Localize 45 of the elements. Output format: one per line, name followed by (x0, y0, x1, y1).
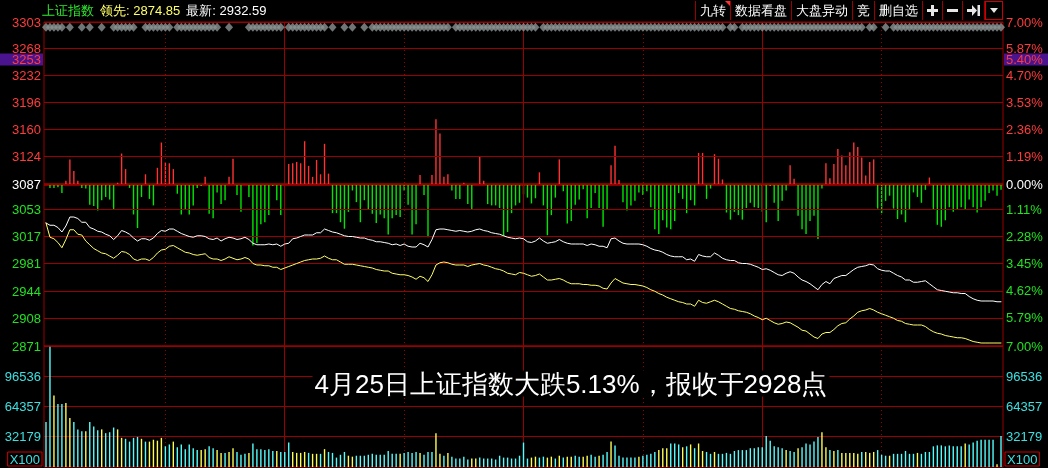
annotation: 4月25日上证指数大跌5.13%，报收于2928点 (314, 368, 828, 399)
text: 竞 (857, 1, 870, 20)
y-tick-label: 3303 (12, 14, 41, 30)
y-tick-label: 3124 (12, 148, 41, 164)
y-tick-label: 3017 (12, 229, 41, 244)
y2-tick-label: 32179 (1006, 429, 1043, 445)
y2-tick-label: 96536 (1006, 368, 1043, 384)
y-tick-label: 2981 (12, 256, 41, 271)
y2-tick-label: 2.28% (1006, 229, 1044, 245)
y-tick-label: 3268 (12, 40, 41, 56)
y-tick-label: 64357 (4, 399, 41, 414)
y2-axis-title: X100 (1007, 452, 1038, 467)
text: 数据看盘 (735, 1, 787, 20)
y2-tick-label: 1.19% (1006, 148, 1044, 164)
y2-tick-label: 3.53% (1006, 94, 1044, 110)
text: 最新: 2932.59 (186, 2, 267, 20)
y-tick-label: 3087 (12, 176, 41, 192)
y2-tick-label: 7.00% (1006, 338, 1044, 354)
y-tick-label: 3160 (12, 121, 41, 137)
y2-tick-label: 3.45% (1006, 256, 1044, 272)
y2-tick-label: 7.00% (1006, 14, 1044, 30)
y-tick-label: 3232 (12, 67, 41, 83)
y-tick-label: 32179 (4, 429, 41, 445)
text: 删自选 (879, 1, 918, 20)
y2-tick-label: 64357 (1006, 399, 1043, 414)
y-axis-title: X100 (9, 452, 40, 467)
chart-title: 上证指数 (42, 2, 94, 20)
text: 大盘异动 (796, 1, 848, 20)
y2-tick-label: 5.79% (1006, 310, 1044, 326)
line-series (45, 216, 1002, 303)
y-tick-label: 3053 (12, 202, 41, 217)
text: 领先: 2874.85 (100, 2, 181, 20)
y2-tick-label: 2.36% (1006, 121, 1044, 137)
y-tick-label: 2908 (12, 310, 41, 326)
text: 九转 (700, 1, 726, 20)
line-series (45, 222, 1002, 344)
y2-tick-label: 0.00% (1006, 176, 1044, 192)
y2-tick-label: 4.70% (1006, 67, 1044, 83)
y2-tick-label: 4.62% (1006, 283, 1044, 299)
y-tick-label: 2871 (12, 338, 41, 354)
y2-tick-label: 1.11% (1006, 202, 1043, 218)
y-tick-label: 3196 (12, 94, 41, 110)
y-tick-label: 96536 (4, 368, 41, 384)
y2-tick-label: 5.87% (1006, 40, 1044, 56)
y-tick-label: 2944 (12, 283, 41, 299)
